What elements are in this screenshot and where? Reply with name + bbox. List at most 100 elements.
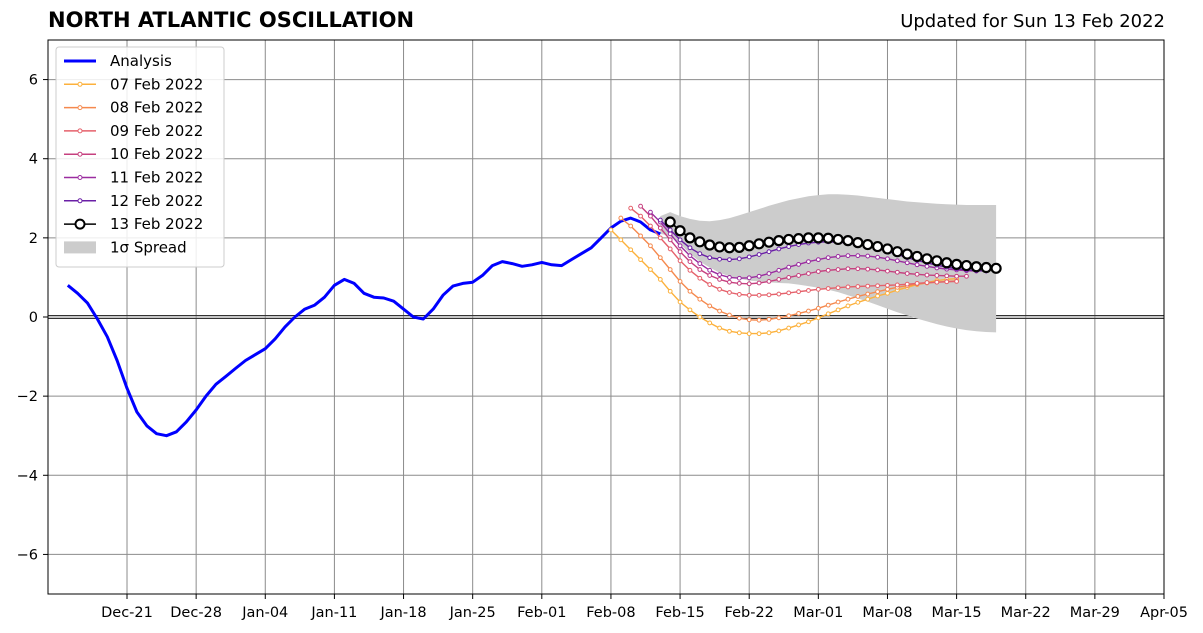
x-tick-label: Jan-11: [310, 605, 357, 621]
data-point: [667, 288, 673, 294]
data-point: [796, 322, 801, 328]
data-point: [964, 273, 969, 279]
legend-item: 09 Feb 2022: [64, 122, 203, 140]
data-point: [806, 288, 811, 293]
legend-label: 09 Feb 2022: [110, 122, 203, 140]
data-point: [875, 289, 880, 295]
data-point: [727, 257, 732, 263]
data-point: [723, 242, 736, 254]
data-point: [891, 246, 903, 258]
data-point: [786, 264, 792, 270]
legend-label: 12 Feb 2022: [110, 192, 203, 210]
data-point: [707, 255, 713, 261]
data-point: [707, 303, 713, 309]
data-point: [697, 275, 703, 281]
data-point: [657, 277, 663, 282]
data-point: [736, 256, 742, 262]
data-point: [835, 267, 841, 272]
data-point: [717, 277, 722, 282]
data-point: [970, 261, 982, 273]
data-point: [717, 286, 722, 292]
data-point: [736, 275, 742, 281]
data-point: [766, 330, 772, 336]
data-point: [736, 315, 742, 321]
data-point: [815, 315, 821, 321]
data-point: [776, 315, 782, 321]
data-point: [736, 330, 742, 336]
y-tick-label: 4: [29, 152, 38, 168]
data-point: [736, 280, 742, 286]
data-point: [825, 255, 831, 261]
data-point: [914, 280, 920, 286]
data-point: [806, 259, 811, 265]
data-point: [852, 237, 864, 249]
series-09-feb-2022: [628, 205, 960, 298]
data-point: [921, 253, 933, 265]
data-point: [855, 299, 861, 305]
x-tick-label: Feb-01: [517, 605, 566, 621]
data-point: [786, 290, 792, 296]
data-point: [924, 280, 930, 285]
data-point: [881, 243, 894, 255]
data-point: [746, 292, 752, 298]
legend-item: 13 Feb 2022: [64, 215, 203, 233]
data-point: [756, 331, 762, 337]
data-point: [618, 237, 624, 243]
data-point: [648, 223, 653, 229]
data-point: [954, 273, 960, 279]
legend-label: 07 Feb 2022: [110, 75, 203, 93]
data-point: [677, 278, 683, 284]
series-layer: [66, 203, 1002, 438]
data-point: [845, 284, 851, 290]
data-point: [687, 245, 693, 251]
data-point: [885, 256, 890, 262]
data-point: [865, 291, 871, 297]
data-point: [783, 233, 795, 246]
data-point: [845, 296, 851, 302]
data-point: [815, 286, 821, 292]
data-point: [687, 253, 693, 259]
x-tick-label: Jan-04: [241, 605, 288, 621]
legend-label: 11 Feb 2022: [110, 169, 203, 187]
spread-band-layer: [660, 194, 997, 333]
updated-date-label: Updated for Sun 13 Feb 2022: [900, 11, 1165, 32]
data-point: [717, 308, 722, 314]
legend-item: 08 Feb 2022: [64, 99, 203, 117]
x-tick-label: Feb-15: [655, 605, 704, 621]
legend: Analysis 07 Feb 2022 08 Feb 2022 09 Feb 202…: [55, 46, 225, 268]
y-tick-label: −4: [17, 468, 38, 484]
data-point: [885, 282, 890, 288]
series-line: [630, 207, 957, 296]
data-point: [894, 269, 900, 275]
data-point: [806, 271, 811, 276]
data-point: [885, 290, 890, 296]
data-point: [766, 278, 772, 284]
data-point: [773, 235, 785, 247]
data-point: [904, 281, 910, 287]
legend-marker: [77, 81, 83, 87]
data-point: [796, 311, 801, 316]
data-point: [815, 305, 821, 311]
data-point: [753, 238, 765, 250]
x-tick-label: Mar-15: [932, 605, 982, 621]
y-tick-label: 6: [29, 73, 38, 89]
legend-label: 13 Feb 2022: [110, 215, 203, 233]
series-line: [649, 211, 977, 279]
data-point: [657, 255, 663, 261]
data-point: [862, 238, 874, 251]
data-point: [743, 240, 755, 252]
data-point: [825, 267, 831, 273]
spread-band: [660, 194, 997, 333]
series-line: [659, 219, 987, 272]
data-point: [727, 279, 732, 285]
data-point: [648, 213, 653, 219]
data-point: [638, 233, 643, 239]
data-point: [736, 292, 742, 297]
data-point: [756, 292, 762, 298]
data-point: [776, 328, 782, 334]
data-point: [855, 266, 861, 272]
x-tick-label: Jan-25: [449, 605, 496, 621]
data-point: [842, 235, 854, 247]
data-point: [717, 256, 722, 262]
axes: Dec-21 Dec-28 Jan-04 Jan-11 Jan-18 Jan-25 Feb-…: [17, 39, 1188, 621]
